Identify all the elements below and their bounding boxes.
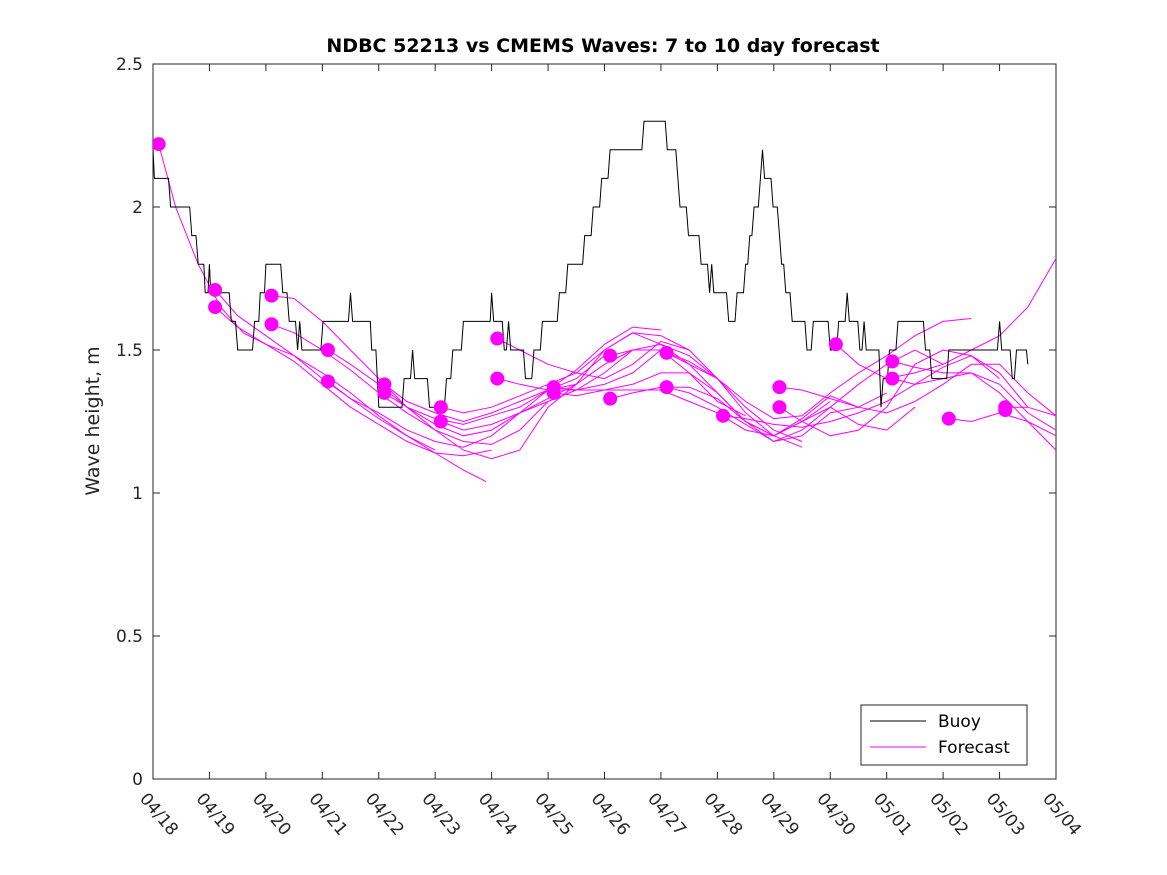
chart-title: NDBC 52213 vs CMEMS Waves: 7 to 10 day f… — [326, 35, 879, 57]
forecast-start-marker — [490, 371, 505, 386]
x-tick-label: 04/24 — [474, 789, 521, 839]
forecast-start-marker — [772, 380, 787, 395]
forecast-line — [384, 326, 661, 425]
forecast-start-marker — [603, 348, 618, 363]
x-tick-label: 04/20 — [248, 789, 295, 839]
legend: Buoy Forecast — [860, 704, 1028, 766]
x-tick-label: 04/23 — [417, 789, 464, 839]
buoy-line — [153, 120, 1029, 408]
y-tick-label: 0.5 — [116, 627, 143, 647]
plot-area — [152, 63, 1057, 780]
forecast-line — [1005, 406, 1056, 417]
forecast-line — [779, 363, 1056, 417]
forecast-start-marker — [772, 400, 787, 415]
forecast-line — [158, 143, 436, 451]
forecast-line — [214, 306, 492, 457]
x-tick-label: 04/22 — [361, 789, 408, 839]
x-tick-label: 04/27 — [643, 789, 690, 839]
legend-box — [860, 704, 1028, 766]
x-tick-label: 05/01 — [869, 789, 916, 839]
y-tick-label: 2.5 — [116, 55, 143, 75]
forecast-start-marker — [941, 411, 956, 426]
forecast-start-marker — [433, 400, 448, 415]
forecast-start-marker — [433, 414, 448, 429]
forecast-start-marker — [153, 137, 166, 152]
forecast-start-marker — [264, 288, 279, 303]
forecast-line — [327, 349, 633, 437]
forecast-start-marker — [546, 385, 561, 400]
forecast-start-marker — [828, 337, 843, 352]
forecast-line — [384, 332, 690, 423]
y-axis: 0 0.5 1 1.5 2 2.5 — [116, 55, 1056, 790]
forecast-start-marker — [659, 345, 674, 360]
forecast-line — [271, 295, 577, 460]
y-axis-label: Wave height, m — [82, 346, 104, 495]
forecast-start-marker — [659, 380, 674, 395]
forecast-line — [779, 349, 1000, 437]
forecast-start-marker — [998, 403, 1013, 418]
y-tick-label: 0 — [132, 770, 143, 790]
forecast-line — [722, 355, 1029, 428]
y-tick-label: 1 — [132, 484, 143, 504]
forecast-start-marker — [264, 317, 279, 332]
y-tick-label: 2 — [132, 198, 143, 218]
forecast-line — [666, 318, 972, 420]
x-tick-label: 04/28 — [700, 789, 747, 839]
series-layer — [153, 120, 1056, 483]
x-tick-label: 04/30 — [812, 789, 859, 839]
x-tick-label: 05/04 — [1038, 789, 1085, 839]
x-tick-label: 05/03 — [982, 789, 1029, 839]
legend-forecast-label: Forecast — [938, 738, 1010, 758]
forecast-line — [609, 343, 916, 437]
forecast-start-marker — [377, 385, 392, 400]
x-tick-label: 05/02 — [925, 789, 972, 839]
x-tick-label: 04/29 — [756, 789, 803, 839]
forecast-line — [553, 372, 859, 437]
forecast-start-marker — [208, 282, 223, 297]
x-tick-label: 04/19 — [192, 789, 239, 839]
forecast-line — [497, 338, 803, 442]
forecast-line — [609, 386, 887, 443]
forecast-start-marker — [208, 300, 223, 315]
x-tick-label: 04/21 — [304, 789, 351, 839]
x-tick-label: 04/25 — [530, 789, 577, 839]
forecast-start-marker — [885, 371, 900, 386]
forecast-start-marker — [885, 354, 900, 369]
x-tick-label: 04/18 — [135, 789, 182, 839]
forecast-line — [271, 323, 549, 445]
forecast-line — [835, 258, 1056, 380]
forecast-start-marker — [603, 391, 618, 406]
forecast-start-marker — [490, 331, 505, 346]
forecast-start-marker — [320, 374, 335, 389]
x-tick-label: 04/26 — [587, 789, 634, 839]
legend-buoy-label: Buoy — [938, 712, 981, 732]
forecast-start-marker — [716, 408, 731, 423]
forecast-start-marker — [320, 343, 335, 357]
forecast-line — [440, 349, 746, 431]
y-tick-label: 1.5 — [116, 341, 143, 361]
